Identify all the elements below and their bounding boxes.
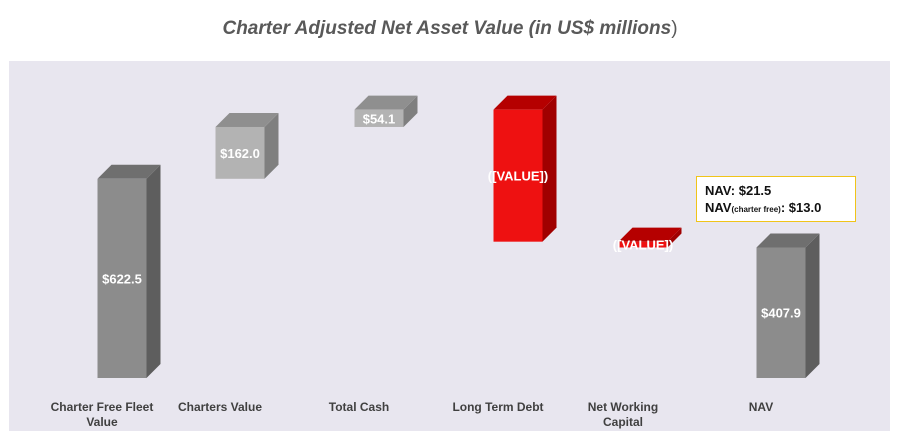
nav-annotation-box: NAV: $21.5 NAV(charter free): $13.0 xyxy=(696,176,856,222)
nav-charter-free-prefix: NAV xyxy=(705,200,732,215)
category-label-5-line-1: Net Working xyxy=(588,400,658,414)
bar-5 xyxy=(618,241,668,248)
category-label-3-line-1: Total Cash xyxy=(329,400,389,414)
bar-top-4 xyxy=(493,95,557,110)
bar-6 xyxy=(756,247,806,378)
nav-value: $21.5 xyxy=(738,183,772,198)
nav-annotation-line-1: NAV: $21.5 xyxy=(705,182,847,199)
bar-3 xyxy=(354,109,404,127)
bar-value-label-1: $622.5 xyxy=(102,271,142,286)
bar-side-3 xyxy=(403,95,418,127)
bar-side-4 xyxy=(542,95,557,242)
category-label-1-line-1: Charter Free Fleet xyxy=(51,400,154,414)
bar-top-5 xyxy=(618,227,682,242)
bar-side-5 xyxy=(667,227,682,248)
bar-value-label-5: ([VALUE]) xyxy=(613,238,673,253)
nav-charter-free-value: : $13.0 xyxy=(780,200,822,215)
bar-4 xyxy=(493,109,543,242)
bar-1 xyxy=(97,178,147,378)
category-label-2-line-1: Charters Value xyxy=(178,400,262,414)
bar-top-6 xyxy=(756,233,820,248)
bar-value-label-3: $54.1 xyxy=(363,111,396,126)
nav-label: NAV: xyxy=(705,183,736,198)
bar-top-2 xyxy=(215,112,279,127)
bar-value-label-6: $407.9 xyxy=(761,306,801,321)
bar-2 xyxy=(215,126,265,179)
nav-charter-free-sub: (charter free) xyxy=(731,205,781,214)
bar-side-1 xyxy=(146,164,161,378)
bar-side-6 xyxy=(805,233,820,378)
chart-title-close: ) xyxy=(671,18,678,39)
bar-top-3 xyxy=(354,95,418,110)
bar-value-label-2: $162.0 xyxy=(220,146,260,161)
plot-area: $622.5 $162.0 $54.1 ([VALUE]) ([VALUE]) $407.… xyxy=(9,61,890,431)
bar-top-1 xyxy=(97,164,161,179)
category-label-4-line-1: Long Term Debt xyxy=(452,400,543,414)
category-label-6-line-1: NAV xyxy=(749,400,773,414)
bar-side-2 xyxy=(264,112,279,179)
bar-value-label-4: ([VALUE]) xyxy=(488,169,548,184)
nav-annotation-line-2: NAV(charter free): $13.0 xyxy=(705,199,847,218)
waterfall-chart: $622.5 $162.0 $54.1 ([VALUE]) ([VALUE]) $407.… xyxy=(51,95,820,429)
chart-title-text: Charter Adjusted Net Asset Value (in US$… xyxy=(222,18,672,39)
chart-title: Charter Adjusted Net Asset Value (in US$… xyxy=(0,18,900,40)
category-label-5-line-2: Capital xyxy=(603,415,643,429)
category-label-1-line-2: Value xyxy=(86,415,118,429)
